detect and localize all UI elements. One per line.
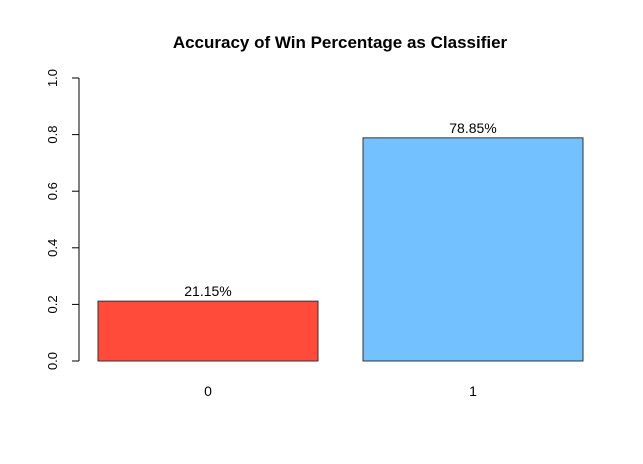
y-tick-label: 0.4 xyxy=(45,239,60,257)
data-label-0: 21.15% xyxy=(184,283,231,299)
data-label-1: 78.85% xyxy=(449,120,496,136)
bar-0 xyxy=(97,300,319,362)
chart-title: Accuracy of Win Percentage as Classifier xyxy=(173,33,508,52)
y-axis: 0.0 0.2 0.4 0.6 0.8 1.0 xyxy=(45,69,80,370)
y-tick-label: 0.2 xyxy=(45,295,60,313)
bar-1 xyxy=(362,137,584,362)
y-tick-label: 1.0 xyxy=(45,69,60,87)
x-tick-label: 0 xyxy=(204,383,212,399)
x-tick-label: 1 xyxy=(469,383,477,399)
bars: 21.15% 78.85% xyxy=(97,120,584,362)
y-tick-label: 0.0 xyxy=(45,352,60,370)
y-tick-label: 0.8 xyxy=(45,126,60,144)
y-tick-label: 0.6 xyxy=(45,182,60,200)
